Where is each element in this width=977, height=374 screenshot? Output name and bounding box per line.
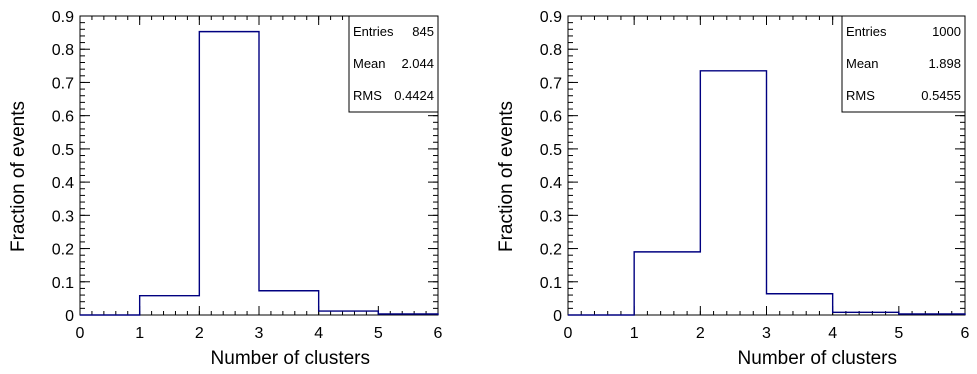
x-tick-label: 2 <box>195 325 204 342</box>
y-tick-label: 0.4 <box>52 175 74 192</box>
stats-box-frame <box>841 15 966 113</box>
y-axis-title: Fraction of events <box>496 101 517 252</box>
y-tick-label: 0.3 <box>540 208 562 225</box>
y-tick-label: 0.7 <box>540 75 562 92</box>
y-tick-label: 0.5 <box>540 142 562 159</box>
stats-label: Mean <box>353 56 386 71</box>
x-tick-label: 4 <box>314 325 323 342</box>
y-tick-label: 0.9 <box>52 9 74 26</box>
histogram-bin <box>140 296 200 315</box>
stats-value: 845 <box>412 24 434 39</box>
y-tick-label: 0 <box>65 308 74 325</box>
stats-value: 0.5455 <box>921 88 961 103</box>
x-tick-label: 5 <box>894 325 903 342</box>
y-tick-label: 0.2 <box>540 242 562 259</box>
x-tick-label: 5 <box>374 325 383 342</box>
x-tick-label: 1 <box>630 325 639 342</box>
x-tick-label: 0 <box>564 325 573 342</box>
y-tick-label: 0.9 <box>540 9 562 26</box>
stats-label: Entries <box>353 24 394 39</box>
histogram-bin <box>634 252 700 315</box>
x-tick-label: 6 <box>434 325 443 342</box>
histogram-outline <box>80 30 439 316</box>
x-tick-label: 3 <box>255 325 264 342</box>
y-tick-label: 0.6 <box>52 109 74 126</box>
y-tick-label: 0.4 <box>540 175 562 192</box>
y-axis-title: Fraction of events <box>8 101 29 252</box>
y-tick-label: 0.1 <box>52 275 74 292</box>
stats-value: 0.4424 <box>394 88 434 103</box>
y-tick-label: 0 <box>553 308 562 325</box>
x-axis-title: Number of clusters <box>211 348 370 369</box>
y-tick-label: 0.5 <box>52 142 74 159</box>
stats-value: 1.898 <box>928 56 961 71</box>
stats-box: Entries 1000 Mean 1.898 RMS 0.5455 <box>841 15 966 113</box>
chart-panel-1: 0 1 2 3 4 5 6 0 0.1 0.2 0.3 0.4 0.5 0.6 0.7 0.8 0.9 Numbe… <box>8 9 443 369</box>
x-tick-label: 4 <box>828 325 837 342</box>
x-tick-label: 0 <box>76 325 85 342</box>
y-tick-label: 0.8 <box>540 42 562 59</box>
stats-label: RMS <box>353 88 382 103</box>
x-tick-label: 1 <box>135 325 144 342</box>
histogram-bin <box>259 291 319 315</box>
x-tick-label: 6 <box>961 325 970 342</box>
histogram-outline <box>568 70 966 316</box>
x-axis-title: Number of clusters <box>738 348 897 369</box>
stats-label: Entries <box>846 24 887 39</box>
chart-panel-2: 0 1 2 3 4 5 6 0 0.1 0.2 0.3 0.4 0.5 0.6 0.7 0.8 0.9 Numbe… <box>496 9 970 369</box>
y-tick-label: 0.2 <box>52 242 74 259</box>
stats-label: RMS <box>846 88 875 103</box>
stats-box-frame <box>348 15 439 113</box>
stats-value: 1000 <box>932 24 961 39</box>
x-tick-label: 2 <box>696 325 705 342</box>
y-tick-label: 0.6 <box>540 109 562 126</box>
histogram-bin <box>767 294 833 315</box>
y-tick-label: 0.1 <box>540 275 562 292</box>
stats-box: Entries 845 Mean 2.044 RMS 0.4424 <box>348 15 439 113</box>
x-tick-label: 3 <box>762 325 771 342</box>
y-tick-label: 0.7 <box>52 75 74 92</box>
y-tick-label: 0.8 <box>52 42 74 59</box>
stats-label: Mean <box>846 56 879 71</box>
histogram-bin <box>700 71 766 315</box>
stats-value: 2.044 <box>401 56 434 71</box>
y-tick-label: 0.3 <box>52 208 74 225</box>
histogram-bin <box>199 32 259 315</box>
